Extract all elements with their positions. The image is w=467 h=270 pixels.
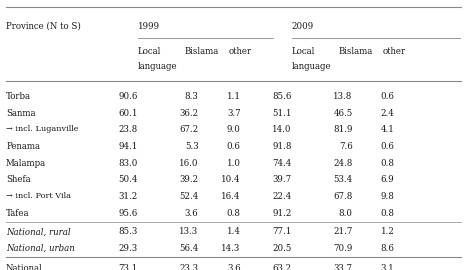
Text: 16.0: 16.0 bbox=[179, 159, 198, 168]
Text: other: other bbox=[229, 47, 252, 56]
Text: 0.8: 0.8 bbox=[226, 209, 241, 218]
Text: 7.6: 7.6 bbox=[339, 142, 353, 151]
Text: Shefa: Shefa bbox=[6, 176, 31, 184]
Text: 51.1: 51.1 bbox=[272, 109, 292, 117]
Text: 33.7: 33.7 bbox=[333, 264, 353, 270]
Text: 63.2: 63.2 bbox=[273, 264, 292, 270]
Text: 2009: 2009 bbox=[292, 22, 314, 31]
Text: Bislama: Bislama bbox=[339, 47, 373, 56]
Text: 24.8: 24.8 bbox=[333, 159, 353, 168]
Text: 36.2: 36.2 bbox=[179, 109, 198, 117]
Text: → incl. Luganville: → incl. Luganville bbox=[6, 125, 78, 133]
Text: 85.3: 85.3 bbox=[119, 227, 138, 237]
Text: 1.0: 1.0 bbox=[226, 159, 241, 168]
Text: 9.0: 9.0 bbox=[226, 125, 241, 134]
Text: 77.1: 77.1 bbox=[273, 227, 292, 237]
Text: 3.7: 3.7 bbox=[227, 109, 241, 117]
Text: 14.0: 14.0 bbox=[272, 125, 292, 134]
Text: 0.6: 0.6 bbox=[381, 142, 395, 151]
Text: 5.3: 5.3 bbox=[185, 142, 198, 151]
Text: other: other bbox=[383, 47, 406, 56]
Text: 0.8: 0.8 bbox=[381, 209, 395, 218]
Text: 23.8: 23.8 bbox=[119, 125, 138, 134]
Text: 1.4: 1.4 bbox=[226, 227, 241, 237]
Text: 4.1: 4.1 bbox=[381, 125, 395, 134]
Text: 50.4: 50.4 bbox=[119, 176, 138, 184]
Text: Local: Local bbox=[138, 47, 161, 56]
Text: 9.8: 9.8 bbox=[381, 192, 395, 201]
Text: 52.4: 52.4 bbox=[179, 192, 198, 201]
Text: 10.4: 10.4 bbox=[221, 176, 241, 184]
Text: 3.6: 3.6 bbox=[185, 209, 198, 218]
Text: 3.1: 3.1 bbox=[381, 264, 395, 270]
Text: 23.3: 23.3 bbox=[179, 264, 198, 270]
Text: 1.2: 1.2 bbox=[381, 227, 395, 237]
Text: Bislama: Bislama bbox=[184, 47, 219, 56]
Text: 29.3: 29.3 bbox=[119, 244, 138, 253]
Text: 83.0: 83.0 bbox=[119, 159, 138, 168]
Text: 31.2: 31.2 bbox=[119, 192, 138, 201]
Text: 1999: 1999 bbox=[138, 22, 160, 31]
Text: 8.6: 8.6 bbox=[381, 244, 395, 253]
Text: 85.6: 85.6 bbox=[273, 92, 292, 101]
Text: Province (N to S): Province (N to S) bbox=[6, 22, 81, 31]
Text: 73.1: 73.1 bbox=[119, 264, 138, 270]
Text: 91.8: 91.8 bbox=[272, 142, 292, 151]
Text: 13.3: 13.3 bbox=[179, 227, 198, 237]
Text: National, urban: National, urban bbox=[6, 244, 75, 253]
Text: Torba: Torba bbox=[6, 92, 31, 101]
Text: 95.6: 95.6 bbox=[119, 209, 138, 218]
Text: 91.2: 91.2 bbox=[273, 209, 292, 218]
Text: 13.8: 13.8 bbox=[333, 92, 353, 101]
Text: 0.6: 0.6 bbox=[381, 92, 395, 101]
Text: 3.6: 3.6 bbox=[227, 264, 241, 270]
Text: 1.1: 1.1 bbox=[226, 92, 241, 101]
Text: 8.3: 8.3 bbox=[185, 92, 198, 101]
Text: 94.1: 94.1 bbox=[119, 142, 138, 151]
Text: Tafea: Tafea bbox=[6, 209, 29, 218]
Text: Local: Local bbox=[292, 47, 315, 56]
Text: 60.1: 60.1 bbox=[118, 109, 138, 117]
Text: 56.4: 56.4 bbox=[179, 244, 198, 253]
Text: National, rural: National, rural bbox=[6, 227, 71, 237]
Text: Sanma: Sanma bbox=[6, 109, 35, 117]
Text: → incl. Port Vila: → incl. Port Vila bbox=[6, 192, 71, 200]
Text: 2.4: 2.4 bbox=[381, 109, 395, 117]
Text: 74.4: 74.4 bbox=[273, 159, 292, 168]
Text: Penama: Penama bbox=[6, 142, 40, 151]
Text: 8.0: 8.0 bbox=[339, 209, 353, 218]
Text: 0.8: 0.8 bbox=[381, 159, 395, 168]
Text: 14.3: 14.3 bbox=[221, 244, 241, 253]
Text: language: language bbox=[138, 62, 177, 71]
Text: National: National bbox=[6, 264, 43, 270]
Text: 67.2: 67.2 bbox=[179, 125, 198, 134]
Text: 6.9: 6.9 bbox=[381, 176, 395, 184]
Text: 22.4: 22.4 bbox=[273, 192, 292, 201]
Text: 39.7: 39.7 bbox=[273, 176, 292, 184]
Text: 0.6: 0.6 bbox=[226, 142, 241, 151]
Text: 39.2: 39.2 bbox=[179, 176, 198, 184]
Text: 20.5: 20.5 bbox=[273, 244, 292, 253]
Text: 70.9: 70.9 bbox=[333, 244, 353, 253]
Text: 21.7: 21.7 bbox=[333, 227, 353, 237]
Text: Malampa: Malampa bbox=[6, 159, 46, 168]
Text: language: language bbox=[292, 62, 332, 71]
Text: 81.9: 81.9 bbox=[333, 125, 353, 134]
Text: 67.8: 67.8 bbox=[333, 192, 353, 201]
Text: 53.4: 53.4 bbox=[333, 176, 353, 184]
Text: 90.6: 90.6 bbox=[119, 92, 138, 101]
Text: 46.5: 46.5 bbox=[333, 109, 353, 117]
Text: 16.4: 16.4 bbox=[221, 192, 241, 201]
